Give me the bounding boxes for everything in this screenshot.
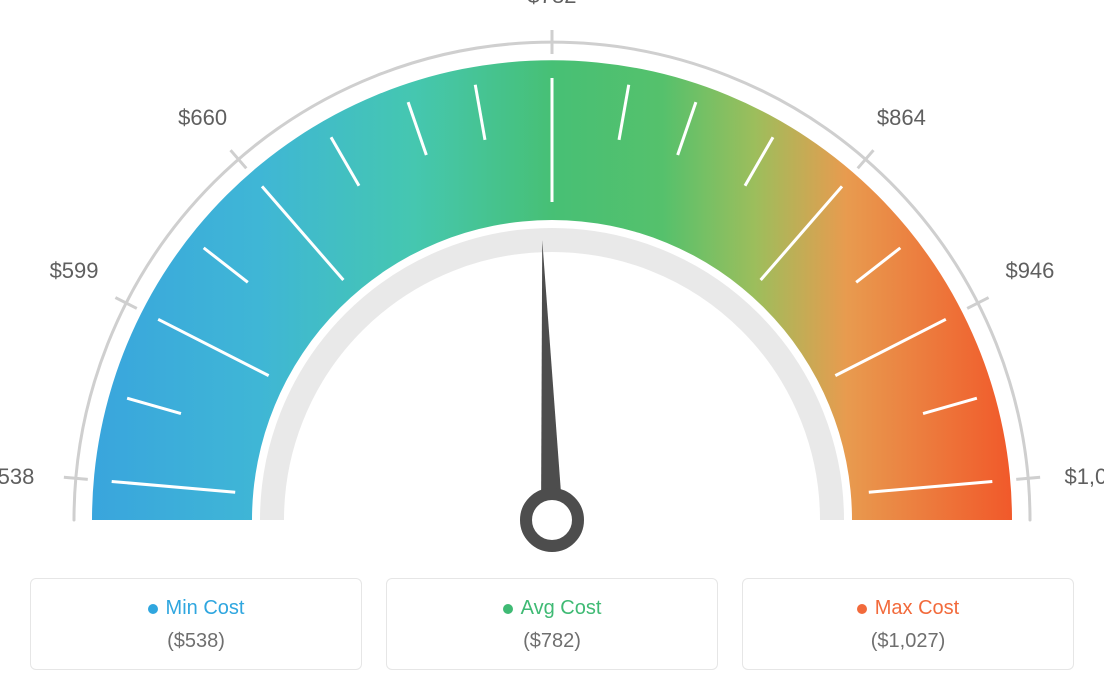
gauge-tick-label: $1,027 bbox=[1064, 464, 1104, 490]
legend-title-min: Min Cost bbox=[148, 597, 245, 620]
legend-label-max: Max Cost bbox=[875, 597, 959, 620]
legend-value-max: ($1,027) bbox=[753, 630, 1063, 653]
gauge-area: $538 $599 $660 $782 $864 $946 $1,027 bbox=[0, 0, 1104, 580]
legend-card-avg: Avg Cost ($782) bbox=[386, 578, 718, 670]
gauge-tick-label: $864 bbox=[877, 105, 926, 131]
gauge-tick-label: $538 bbox=[0, 464, 34, 490]
gauge-tick-label: $660 bbox=[178, 105, 227, 131]
legend-value-min: ($538) bbox=[41, 630, 351, 653]
legend-label-min: Min Cost bbox=[166, 597, 245, 620]
dot-icon bbox=[857, 604, 867, 614]
legend-title-avg: Avg Cost bbox=[503, 597, 602, 620]
legend-card-min: Min Cost ($538) bbox=[30, 578, 362, 670]
chart-container: $538 $599 $660 $782 $864 $946 $1,027 Min Cost … bbox=[0, 0, 1104, 690]
dot-icon bbox=[148, 604, 158, 614]
legend-value-avg: ($782) bbox=[397, 630, 707, 653]
gauge-tick-label: $599 bbox=[50, 258, 99, 284]
legend-card-max: Max Cost ($1,027) bbox=[742, 578, 1074, 670]
gauge-tick-label: $782 bbox=[528, 0, 577, 9]
legend-label-avg: Avg Cost bbox=[521, 597, 602, 620]
gauge-tick-label: $946 bbox=[1005, 258, 1054, 284]
gauge-svg bbox=[0, 0, 1104, 580]
legend-row: Min Cost ($538) Avg Cost ($782) Max Cost… bbox=[30, 578, 1074, 670]
dot-icon bbox=[503, 604, 513, 614]
legend-title-max: Max Cost bbox=[857, 597, 959, 620]
